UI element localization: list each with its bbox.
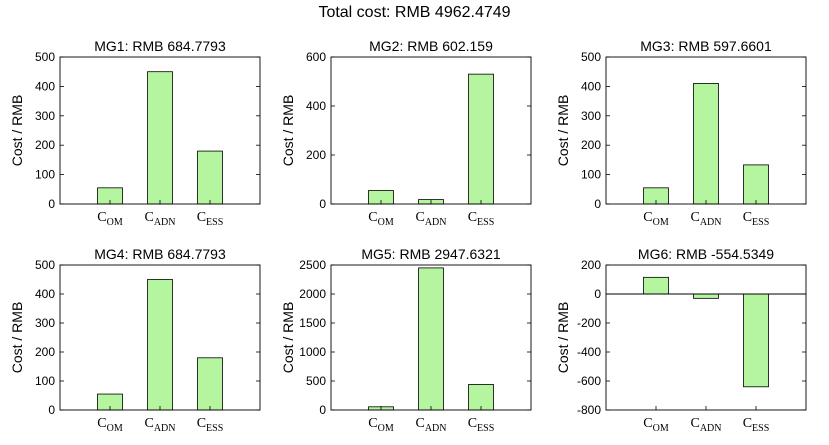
- y-tick-label: 400: [581, 79, 601, 93]
- y-axis-label: Cost / RMB: [280, 95, 296, 167]
- plot-frame: [330, 264, 532, 411]
- y-tick-label: 100: [35, 374, 55, 388]
- x-tick-label: COM: [97, 416, 123, 434]
- chart-panel-2: MG2: RMB 602.159 Cost / RMB COM CADN CESS 0 20…: [280, 38, 532, 228]
- x-tick-label: CESS: [468, 416, 495, 434]
- y-tick-label: 200: [35, 345, 55, 359]
- x-tick-label: CADN: [690, 416, 721, 434]
- bar-om: [643, 276, 669, 295]
- y-tick-label: 500: [35, 50, 55, 64]
- y-tick-label: 1000: [299, 345, 326, 359]
- y-tick-label: 0: [319, 197, 326, 211]
- x-tick-label: CADN: [690, 210, 721, 228]
- y-tick-label: -400: [577, 345, 601, 359]
- y-tick-label: 300: [581, 109, 601, 123]
- bar-ess: [743, 293, 769, 388]
- plot-frame: [59, 56, 261, 205]
- chart-panel-6: MG6: RMB -554.5349 Cost / RMB COM CADN CESS -…: [555, 246, 807, 434]
- chart-title: MG6: RMB -554.5349: [638, 246, 774, 262]
- bar-ess: [743, 164, 769, 205]
- bar-ess: [468, 384, 494, 411]
- y-tick-label: 0: [48, 403, 55, 417]
- x-tick-label: COM: [643, 210, 669, 228]
- chart-title: MG1: RMB 684.7793: [94, 38, 226, 54]
- y-tick-label: -600: [577, 374, 601, 388]
- y-tick-label: 400: [35, 287, 55, 301]
- x-tick-label: CESS: [743, 210, 770, 228]
- y-tick-label: 400: [35, 79, 55, 93]
- y-axis-label: Cost / RMB: [280, 302, 296, 374]
- y-tick-label: 400: [306, 99, 326, 113]
- y-tick-label: 200: [306, 148, 326, 162]
- y-tick-label: 200: [35, 138, 55, 152]
- chart-panel-3: MG3: RMB 597.6601 Cost / RMB COM CADN CESS 0 1…: [555, 38, 807, 228]
- y-tick-label: 500: [306, 374, 326, 388]
- x-tick-label: CESS: [197, 416, 224, 434]
- bar-ess: [197, 357, 223, 411]
- y-tick-label: -200: [577, 316, 601, 330]
- y-tick-label: 600: [306, 50, 326, 64]
- y-axis-label: Cost / RMB: [9, 95, 25, 167]
- x-tick-label: CADN: [415, 210, 446, 228]
- bar-adn: [147, 279, 173, 411]
- chart-panel-1: MG1: RMB 684.7793 Cost / RMB COM CADN CESS 0 1…: [9, 38, 261, 228]
- chart-panel-5: MG5: RMB 2947.6321 Cost / RMB COM CADN CESS 0…: [280, 246, 532, 434]
- chart-title: MG3: RMB 597.6601: [640, 38, 772, 54]
- plot-frame: [605, 56, 807, 205]
- y-tick-label: 0: [594, 197, 601, 211]
- y-tick-label: 300: [35, 316, 55, 330]
- x-tick-label: COM: [97, 210, 123, 228]
- x-tick-label: CADN: [144, 416, 175, 434]
- bar-ess: [468, 73, 494, 205]
- x-tick-label: CADN: [415, 416, 446, 434]
- y-tick-label: -800: [577, 403, 601, 417]
- bar-adn: [418, 267, 444, 411]
- y-tick-label: 0: [319, 403, 326, 417]
- chart-panel-4: MG4: RMB 684.7793 Cost / RMB COM CADN CESS 0 1…: [9, 246, 261, 434]
- y-tick-label: 500: [581, 50, 601, 64]
- y-tick-label: 500: [35, 258, 55, 272]
- chart-title: MG4: RMB 684.7793: [94, 246, 226, 262]
- bar-adn: [693, 293, 719, 299]
- y-tick-label: 0: [594, 287, 601, 301]
- x-tick-label: CESS: [197, 210, 224, 228]
- x-tick-label: COM: [643, 416, 669, 434]
- y-tick-label: 100: [35, 168, 55, 182]
- x-tick-label: COM: [368, 416, 394, 434]
- x-tick-label: COM: [368, 210, 394, 228]
- x-tick-label: CESS: [743, 416, 770, 434]
- y-tick-label: 300: [35, 109, 55, 123]
- y-tick-label: 200: [581, 138, 601, 152]
- x-tick-label: CADN: [144, 210, 175, 228]
- bar-adn: [147, 71, 173, 205]
- y-axis-label: Cost / RMB: [555, 302, 571, 374]
- y-tick-label: 1500: [299, 316, 326, 330]
- y-tick-label: 2000: [299, 287, 326, 301]
- y-axis-label: Cost / RMB: [9, 302, 25, 374]
- plot-frame: [330, 56, 532, 205]
- figure-title: Total cost: RMB 4962.4749: [318, 4, 511, 21]
- x-tick-label: CESS: [468, 210, 495, 228]
- y-tick-label: 2500: [299, 258, 326, 272]
- y-tick-label: 100: [581, 168, 601, 182]
- plot-frame: [605, 264, 807, 411]
- chart-title: MG2: RMB 602.159: [369, 38, 493, 54]
- bar-adn: [693, 83, 719, 205]
- y-axis-label: Cost / RMB: [555, 95, 571, 167]
- chart-title: MG5: RMB 2947.6321: [361, 246, 501, 262]
- y-tick-label: 200: [581, 258, 601, 272]
- bar-ess: [197, 150, 223, 205]
- y-tick-label: 0: [48, 197, 55, 211]
- plot-frame: [59, 264, 261, 411]
